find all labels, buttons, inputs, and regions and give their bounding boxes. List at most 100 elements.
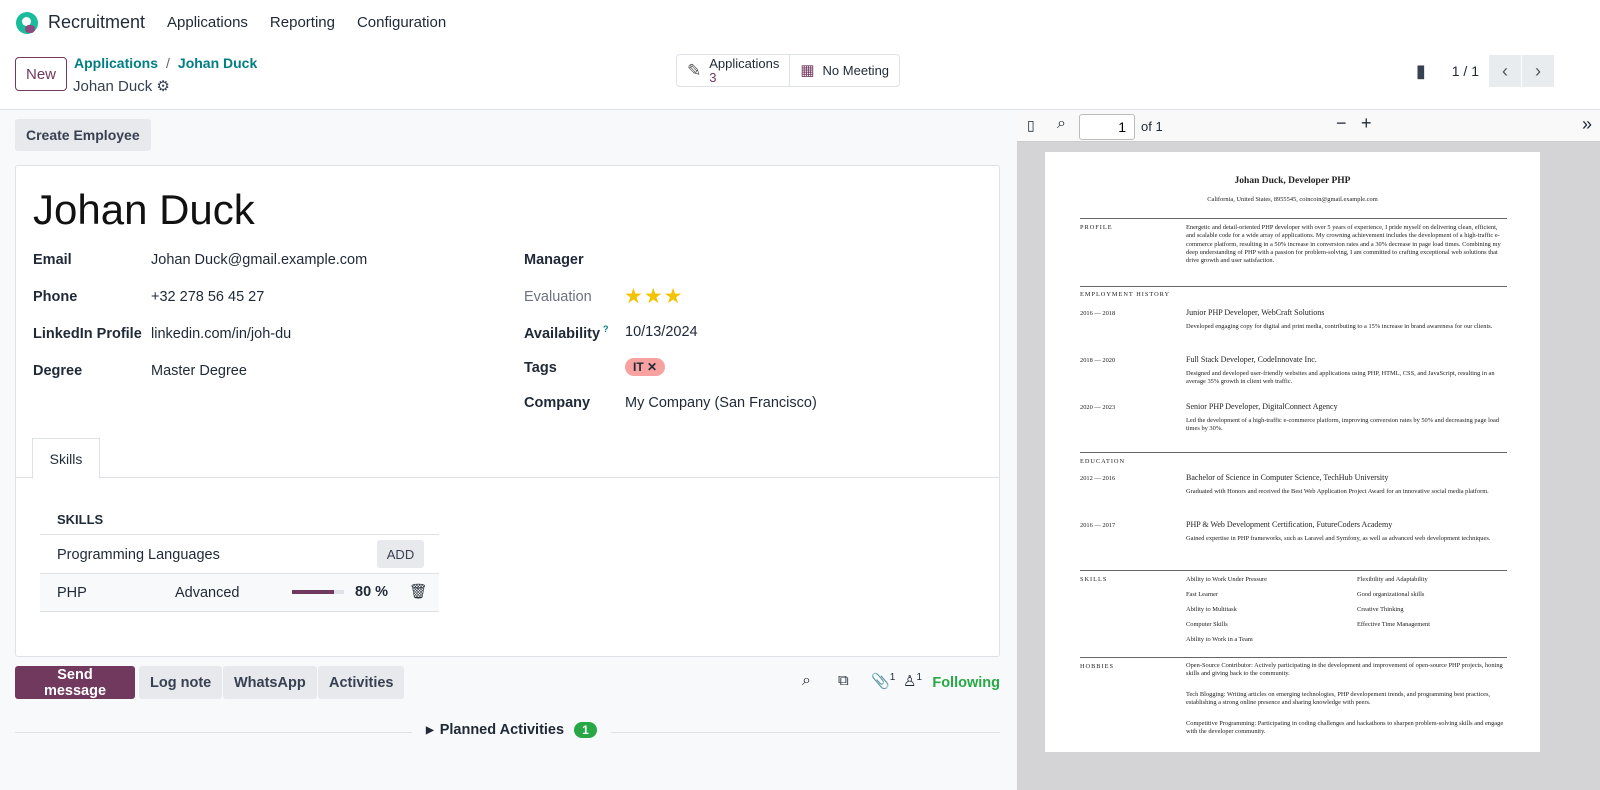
skill-progress-label: 80 % — [355, 584, 389, 600]
cv-hobby: Tech Blogging: Writing articles on emerg… — [1186, 691, 1491, 707]
app-name[interactable]: Recruitment — [48, 12, 146, 32]
record-name: Johan Duck — [73, 78, 153, 95]
followers-icon[interactable]: ♙1 — [903, 672, 923, 690]
top-nav: Recruitment Applications Reporting Confi… — [0, 0, 1600, 45]
pager-value[interactable]: 1 / 1 — [1451, 63, 1479, 79]
cv-entry-desc: Gained expertise in PHP frameworks, such… — [1186, 535, 1491, 542]
page-number-input[interactable] — [1079, 114, 1135, 140]
recruitment-logo-icon[interactable] — [16, 11, 38, 34]
caret-right-icon: ▶ — [426, 724, 434, 736]
breadcrumb-record[interactable]: Johan Duck — [177, 55, 258, 71]
form-view: Create Employee Johan Duck Email Johan Du… — [0, 110, 1017, 790]
skill-group-name: Programming Languages — [57, 547, 220, 563]
menu-configuration[interactable]: Configuration — [356, 14, 447, 31]
field-label: Email — [33, 252, 72, 268]
calendar-icon: ▦ — [800, 61, 815, 79]
zoom-in-icon[interactable]: + — [1361, 113, 1372, 133]
cv-entry-dates: 2012 — 2016 — [1080, 475, 1116, 482]
cv-skill: Good organizational skills — [1357, 591, 1425, 598]
control-panel: New Applications / Johan Duck Johan Duck ⚙… — [0, 45, 1600, 110]
applications-smart-button[interactable]: ✎ Applications 3 — [677, 55, 789, 86]
cv-skill: Ability to Work in a Team — [1186, 636, 1253, 643]
cv-entry-desc: Developed engaging copy for digital and … — [1186, 323, 1493, 330]
form-sheet: Johan Duck Email Johan Duck@gmail.example… — [15, 165, 1000, 657]
tag-it[interactable]: IT ✕ — [625, 358, 666, 376]
trash-icon[interactable]: 🗑 — [409, 584, 428, 600]
cv-section-employment: EMPLOYMENT HISTORY — [1080, 291, 1171, 298]
cv-section-education: EDUCATION — [1080, 458, 1126, 465]
breadcrumb: Applications / Johan Duck — [74, 55, 258, 71]
search-icon[interactable]: ⌕ — [1057, 115, 1066, 132]
cv-entry-title: Full Stack Developer, CodeInnovate Inc. — [1186, 355, 1317, 364]
skill-name: PHP — [57, 585, 87, 601]
smart-buttons: ✎ Applications 3 ▦ No Meeting — [676, 54, 901, 87]
cv-entry-dates: 2016 — 2017 — [1080, 522, 1116, 529]
menu-reporting[interactable]: Reporting — [269, 14, 335, 31]
cv-entry-desc: Graduated with Honors and received the B… — [1186, 488, 1489, 495]
phone-field[interactable]: +32 278 56 45 27 — [151, 289, 265, 305]
field-label: Phone — [33, 289, 78, 305]
skill-progress-fill — [292, 590, 334, 594]
field-label: Tags — [524, 360, 557, 376]
paperclip-icon[interactable]: 📎1 — [871, 672, 896, 690]
skill-row[interactable]: PHP Advanced 80 % 🗑 — [40, 574, 439, 612]
skills-section: SKILLS Programming Languages ADD PHP Adva… — [40, 506, 439, 612]
cv-section-hobbies: HOBBIES — [1080, 663, 1114, 670]
planned-activities-toggle[interactable]: ▶ Planned Activities 1 — [412, 722, 611, 738]
field-label: Degree — [33, 363, 83, 379]
cv-entry-dates: 2020 — 2023 — [1080, 404, 1116, 411]
evaluation-stars[interactable]: ★★★ — [624, 285, 684, 308]
pager-previous-button[interactable]: ‹ — [1489, 55, 1521, 87]
page-count: of 1 — [1141, 119, 1163, 134]
breadcrumb-applications[interactable]: Applications — [74, 55, 159, 71]
field-label: LinkedIn Profile — [33, 326, 142, 342]
activities-button[interactable]: Activities — [318, 666, 405, 699]
add-skill-button[interactable]: ADD — [377, 540, 424, 568]
applicant-name[interactable]: Johan Duck — [33, 186, 255, 233]
cv-entry-desc: Designed and developed user-friendly web… — [1186, 370, 1495, 386]
cv-skill: Ability to Multitask — [1186, 606, 1237, 613]
log-note-button[interactable]: Log note — [139, 666, 223, 699]
following-button[interactable]: Following — [932, 675, 1000, 691]
cv-entry-title: Junior PHP Developer, WebCraft Solutions — [1186, 308, 1325, 317]
help-icon: ? — [603, 324, 609, 334]
menu-applications[interactable]: Applications — [167, 14, 248, 31]
applications-count: 3 — [709, 69, 717, 85]
cv-hobby: Open-Source Contributor: Actively partic… — [1186, 662, 1503, 678]
cv-entry-title: Senior PHP Developer, DigitalConnect Age… — [1186, 402, 1338, 411]
cv-section-profile: PROFILE — [1080, 224, 1113, 231]
cv-profile-text: Energetic and detail-oriented PHP develo… — [1186, 224, 1501, 265]
availability-field[interactable]: 10/13/2024 — [625, 324, 698, 340]
expand-icon[interactable]: ⧉ — [838, 672, 849, 689]
cv-entry-desc: Led the development of a high-traffic e-… — [1186, 417, 1500, 433]
cv-entry-dates: 2016 — 2018 — [1080, 310, 1116, 317]
skill-group: Programming Languages ADD — [40, 535, 439, 574]
search-icon[interactable]: ⌕ — [802, 672, 811, 689]
new-button[interactable]: New — [15, 57, 67, 91]
company-field[interactable]: My Company (San Francisco) — [625, 395, 817, 411]
planned-label: Planned Activities — [439, 722, 565, 738]
send-message-button[interactable]: Send message — [15, 666, 135, 699]
sidebar-toggle-icon[interactable]: ▯ — [1027, 117, 1035, 133]
bookmark-icon[interactable]: ▮ — [1415, 60, 1426, 81]
create-employee-button[interactable]: Create Employee — [15, 119, 151, 151]
degree-field[interactable]: Master Degree — [151, 363, 247, 379]
notebook-tabs: Skills — [16, 438, 999, 479]
cv-contact: California, United States, 8955545, coin… — [1207, 196, 1378, 203]
gear-icon[interactable]: ⚙ — [156, 78, 170, 95]
cv-entry-title: PHP & Web Development Certification, Fut… — [1186, 520, 1393, 529]
zoom-out-icon[interactable]: − — [1336, 113, 1347, 133]
applications-label: Applications — [709, 55, 780, 71]
email-field[interactable]: Johan Duck@gmail.example.com — [151, 252, 368, 268]
record-title: Johan Duck ⚙ — [73, 77, 170, 95]
close-icon[interactable]: ✕ — [647, 360, 658, 374]
cv-title: Johan Duck, Developer PHP — [1234, 176, 1351, 186]
meeting-smart-button[interactable]: ▦ No Meeting — [789, 55, 899, 86]
linkedin-field[interactable]: linkedin.com/in/joh-du — [151, 326, 292, 342]
whatsapp-button[interactable]: WhatsApp — [223, 666, 317, 699]
cv-skill: Computer Skills — [1186, 621, 1228, 628]
tab-skills[interactable]: Skills — [32, 438, 100, 479]
more-tools-icon[interactable]: » — [1581, 114, 1592, 134]
pager-next-button[interactable]: › — [1522, 55, 1554, 87]
field-label: Manager — [524, 252, 584, 268]
